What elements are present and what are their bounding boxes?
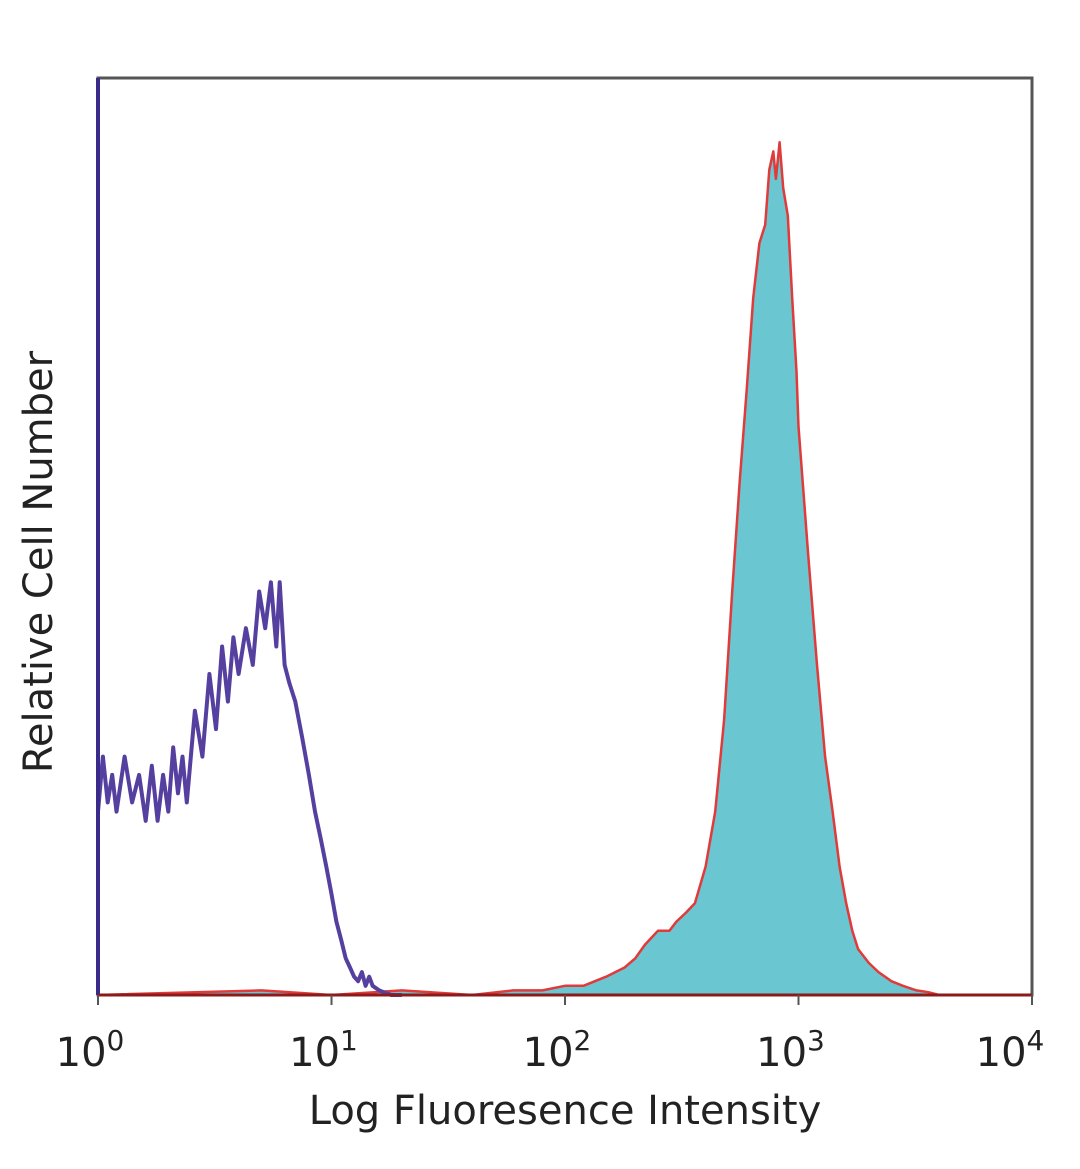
- y-axis-title: Relative Cell Number: [16, 350, 62, 773]
- x-tick-label-4: 104: [976, 1024, 1045, 1076]
- x-tick-label-3: 103: [756, 1024, 825, 1076]
- x-tick-label-0: 100: [56, 1024, 125, 1076]
- x-tick-label-2: 102: [523, 1024, 592, 1076]
- series-1-area: [98, 142, 1032, 995]
- series-0-line: [96, 580, 402, 997]
- x-axis-title: Log Fluoresence Intensity: [309, 1088, 822, 1134]
- x-tick-label-1: 101: [289, 1024, 358, 1076]
- series-layer: [96, 140, 1032, 997]
- series-1-line: [97, 140, 1032, 997]
- plot-frame: [96, 76, 1034, 997]
- tick-layer: 100 101 102 103 104: [56, 995, 1045, 1076]
